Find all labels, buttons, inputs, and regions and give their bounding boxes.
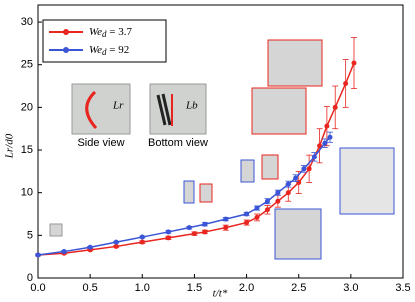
- marker: [139, 234, 145, 240]
- marker: [275, 198, 281, 204]
- annotation: Lr: [112, 100, 124, 112]
- marker: [332, 104, 338, 110]
- marker: [244, 211, 250, 217]
- legend-marker: [63, 29, 69, 35]
- marker: [327, 134, 333, 140]
- marker: [202, 221, 208, 227]
- legend-label: Wed = 92: [89, 44, 129, 58]
- marker: [223, 225, 229, 231]
- marker: [87, 244, 93, 250]
- y-tick-label: 25: [21, 59, 33, 71]
- x-tick-label: 3.5: [395, 282, 410, 294]
- marker: [139, 239, 145, 245]
- y-tick-label: 10: [21, 187, 33, 199]
- marker: [322, 140, 328, 146]
- marker: [351, 60, 357, 66]
- x-tick-label: 1.0: [135, 282, 150, 294]
- x-tick-label: 2.5: [291, 282, 306, 294]
- y-tick-label: 30: [21, 16, 33, 28]
- marker: [254, 205, 260, 211]
- marker: [191, 231, 197, 237]
- marker: [306, 166, 312, 172]
- legend-label: Wed = 3.7: [89, 26, 133, 40]
- marker: [113, 239, 119, 245]
- marker: [113, 243, 119, 249]
- y-axis-label: Lr/d0: [4, 133, 16, 159]
- marker: [343, 80, 349, 86]
- marker: [293, 175, 299, 181]
- marker: [244, 220, 250, 226]
- legend-box: [42, 19, 167, 63]
- marker: [223, 216, 229, 222]
- marker: [186, 225, 192, 231]
- x-tick-label: 0.5: [82, 282, 97, 294]
- marker: [285, 190, 291, 196]
- annotation: Lb: [185, 100, 198, 112]
- marker: [61, 249, 67, 255]
- marker: [202, 229, 208, 235]
- insets: [49, 39, 395, 260]
- annotation: Side view: [77, 137, 124, 149]
- y-tick-label: 20: [21, 101, 33, 113]
- annotation: Bottom view: [148, 137, 208, 149]
- y-tick-label: 0: [27, 272, 33, 284]
- marker: [317, 143, 323, 149]
- x-tick-label: 1.5: [187, 282, 202, 294]
- marker: [324, 123, 330, 129]
- marker: [301, 166, 307, 172]
- marker: [264, 207, 270, 213]
- marker: [311, 154, 317, 160]
- marker: [254, 214, 260, 220]
- marker: [275, 190, 281, 196]
- x-tick-label: 0.0: [30, 282, 45, 294]
- marker: [285, 181, 291, 187]
- y-tick-label: 5: [27, 229, 33, 241]
- marker: [35, 252, 41, 258]
- x-tick-label: 3.0: [343, 282, 358, 294]
- marker: [165, 235, 171, 241]
- x-tick-label: 2.0: [239, 282, 254, 294]
- marker: [165, 229, 171, 235]
- x-axis-label: t/t*: [213, 288, 228, 300]
- legend-marker: [63, 47, 69, 53]
- marker: [264, 198, 270, 204]
- marker: [296, 179, 302, 185]
- y-tick-label: 15: [21, 144, 33, 156]
- plot-frame: [37, 4, 404, 279]
